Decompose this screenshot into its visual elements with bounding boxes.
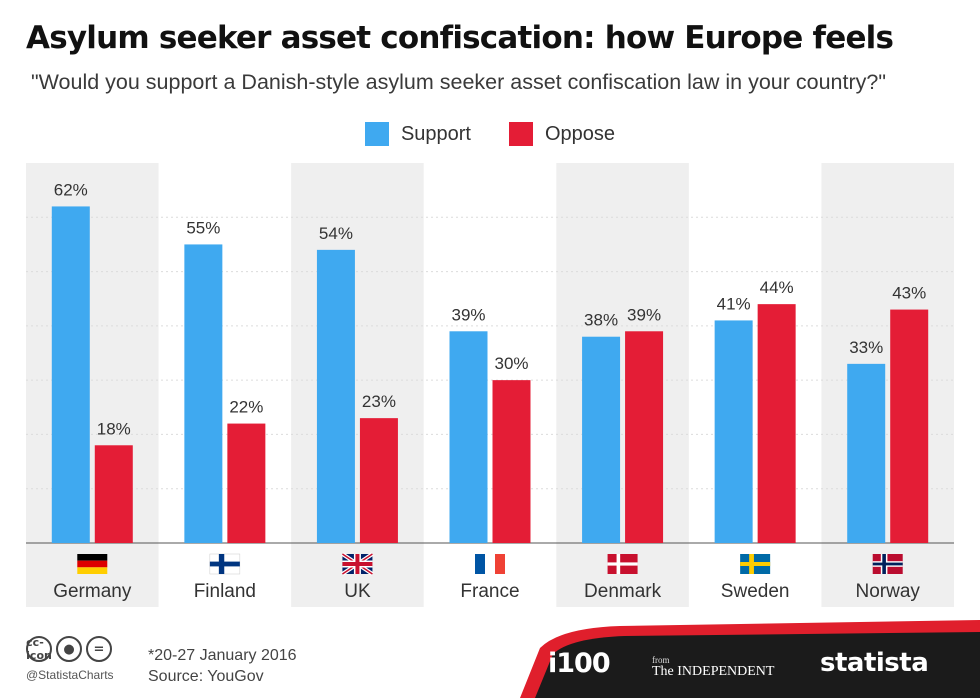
uk-flag-icon [341,552,374,576]
legend-item-support: Support [364,122,471,146]
oppose-value-label: 23% [362,392,396,411]
twitter-handle[interactable]: @StatistaCharts [26,668,114,682]
statista-logo: statista [820,648,929,678]
oppose-value-label: 22% [229,398,263,417]
support-bar [184,244,223,543]
cc-icon: cc-icon [26,636,52,662]
oppose-value-label: 39% [627,305,661,324]
license-block: cc-icon ● = @StatistaCharts [26,636,114,682]
support-value-label: 55% [186,218,220,237]
support-bar [714,320,753,543]
from-label: from [652,655,670,665]
category-label: UK [344,581,371,602]
support-bar [582,336,621,543]
legend-label-support: Support [400,122,471,145]
sweden-flag-icon [740,554,771,574]
norway-flag-icon [872,554,903,574]
subtitle: "Would you support a Danish-style asylum… [31,70,886,94]
support-value-label: 38% [584,311,618,330]
oppose-bar [227,423,266,543]
category-label: Germany [53,581,132,602]
attribution-icon: ● [56,636,82,662]
oppose-value-label: 43% [892,284,926,303]
oppose-value-label: 44% [760,278,794,297]
germany-flag-icon [77,554,108,574]
finland-flag-icon [209,553,241,575]
support-value-label: 39% [451,305,485,324]
support-bar [316,249,355,543]
legend-swatch-support [364,122,389,146]
support-value-label: 33% [849,338,883,357]
denmark-flag-icon [607,554,638,574]
category-label: Sweden [721,581,790,602]
category-label: France [460,581,519,602]
legend-label-oppose: Oppose [545,122,616,145]
oppose-bar [359,418,398,543]
oppose-bar [94,445,133,543]
france-flag-icon [475,554,505,574]
legend-swatch-oppose [509,122,533,146]
category-band [556,163,689,607]
category-label: Denmark [584,581,662,602]
support-bar [449,331,488,543]
oppose-bar [757,304,796,543]
oppose-value-label: 18% [97,419,131,438]
chart-notes: *20-27 January 2016 Source: YouGov [148,645,297,687]
category-band [291,163,424,607]
support-value-label: 62% [54,180,88,199]
support-bar [51,206,90,543]
legend: Support Oppose [0,122,980,146]
legend-item-oppose: Oppose [509,122,615,146]
oppose-bar [492,380,531,543]
category-label: Norway [856,581,921,602]
support-value-label: 41% [717,294,751,313]
category-band [821,163,954,607]
oppose-bar [890,309,929,543]
support-bar [847,363,886,543]
i100-logo: i100 [548,648,611,679]
date-note: *20-27 January 2016 [148,647,297,664]
category-band [26,163,159,607]
independent-logo: The INDEPENDENT [652,664,775,679]
oppose-value-label: 30% [494,354,528,373]
oppose-bar [625,331,664,543]
source-note: Source: YouGov [148,668,264,685]
page-title: Asylum seeker asset confiscation: how Eu… [26,20,894,56]
category-label: Finland [194,581,256,602]
no-derivatives-icon: = [86,636,112,662]
support-value-label: 54% [319,224,353,243]
